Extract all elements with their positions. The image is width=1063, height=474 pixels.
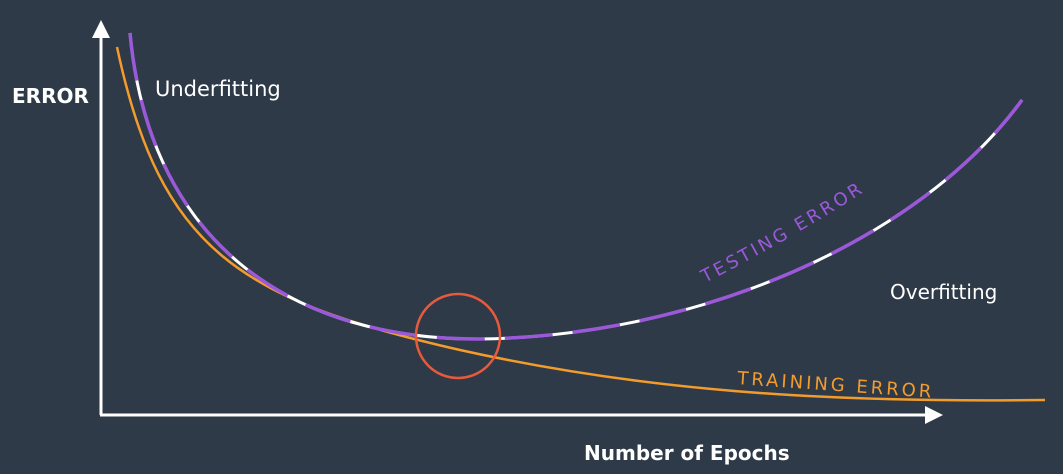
training-error-curve	[115, 46, 1046, 402]
overfitting-label: Overfitting	[890, 280, 997, 304]
underfitting-label: Underfitting	[155, 77, 281, 101]
axes	[92, 20, 943, 424]
y-axis-arrow-icon	[92, 20, 110, 38]
optimal-point-circle	[414, 292, 502, 380]
testing-error-label-text: TESTING ERROR	[697, 177, 866, 288]
testing-error-curve	[128, 32, 1024, 341]
x-axis-label: Number of Epochs	[584, 441, 790, 465]
testing-error-label: TESTING ERROR	[697, 177, 869, 288]
y-axis-label: ERROR	[12, 84, 89, 108]
x-axis-arrow-icon	[925, 406, 943, 424]
